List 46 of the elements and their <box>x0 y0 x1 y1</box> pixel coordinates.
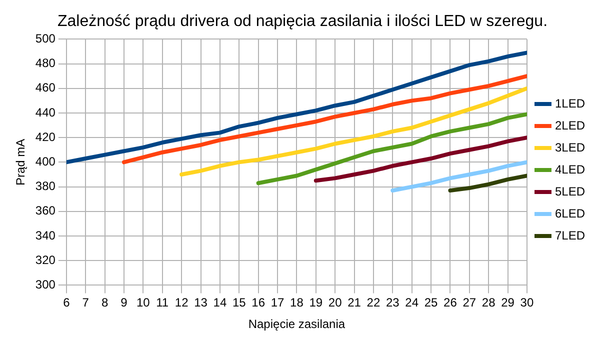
x-tick-label: 11 <box>156 296 169 310</box>
y-tick-label: 320 <box>35 252 56 267</box>
x-tick-label: 29 <box>501 296 515 310</box>
x-tick-label: 22 <box>366 296 380 310</box>
x-tick-label: 28 <box>482 296 496 310</box>
y-tick-label: 380 <box>35 179 56 194</box>
x-tick-label: 20 <box>328 296 342 310</box>
legend-label: 2LED <box>554 118 586 132</box>
x-tick-label: 14 <box>213 296 227 310</box>
chart-title: Zależność prądu drivera od napięcia zasilania i ilości LED w szeregu. <box>57 13 548 30</box>
x-axis-title: Napięcie zasilania <box>248 317 346 332</box>
y-tick-label: 440 <box>35 105 56 120</box>
x-tick-label: 23 <box>386 296 400 310</box>
y-tick-label: 300 <box>35 278 56 292</box>
y-tick-label: 460 <box>35 80 56 95</box>
y-tick-label: 420 <box>35 130 56 144</box>
x-tick-label: 21 <box>348 296 362 310</box>
x-tick-label: 7 <box>82 296 90 310</box>
x-tick-label: 19 <box>309 296 323 310</box>
legend-label: 5LED <box>554 184 586 198</box>
x-tick-label: 16 <box>252 296 266 310</box>
legend-label: 7LED <box>554 228 586 242</box>
x-tick-label: 15 <box>232 296 246 310</box>
x-tick-label: 10 <box>136 296 150 310</box>
x-tick-label: 6 <box>63 296 70 310</box>
y-tick-label: 400 <box>35 154 56 169</box>
legend-label: 6LED <box>554 206 586 220</box>
x-tick-label: 27 <box>462 296 476 310</box>
x-tick-label: 17 <box>270 296 285 310</box>
x-tick-label: 13 <box>194 296 208 310</box>
legend-label: 3LED <box>554 140 586 154</box>
x-tick-label: 12 <box>174 296 189 310</box>
x-tick-label: 25 <box>424 296 438 310</box>
y-tick-label: 500 <box>35 32 56 46</box>
x-tick-label: 26 <box>444 296 458 310</box>
x-tick-label: 30 <box>520 296 534 310</box>
y-tick-label: 480 <box>35 56 56 70</box>
y-axis-title: Prąd mA <box>14 138 28 186</box>
legend-label: 4LED <box>554 162 586 176</box>
x-tick-label: 8 <box>101 296 108 310</box>
x-tick-label: 24 <box>405 296 419 310</box>
y-tick-label: 360 <box>35 204 56 218</box>
legend-label: 1LED <box>554 96 586 110</box>
x-tick-label: 18 <box>290 296 304 310</box>
y-tick-label: 340 <box>35 228 56 242</box>
x-tick-label: 9 <box>120 296 128 310</box>
